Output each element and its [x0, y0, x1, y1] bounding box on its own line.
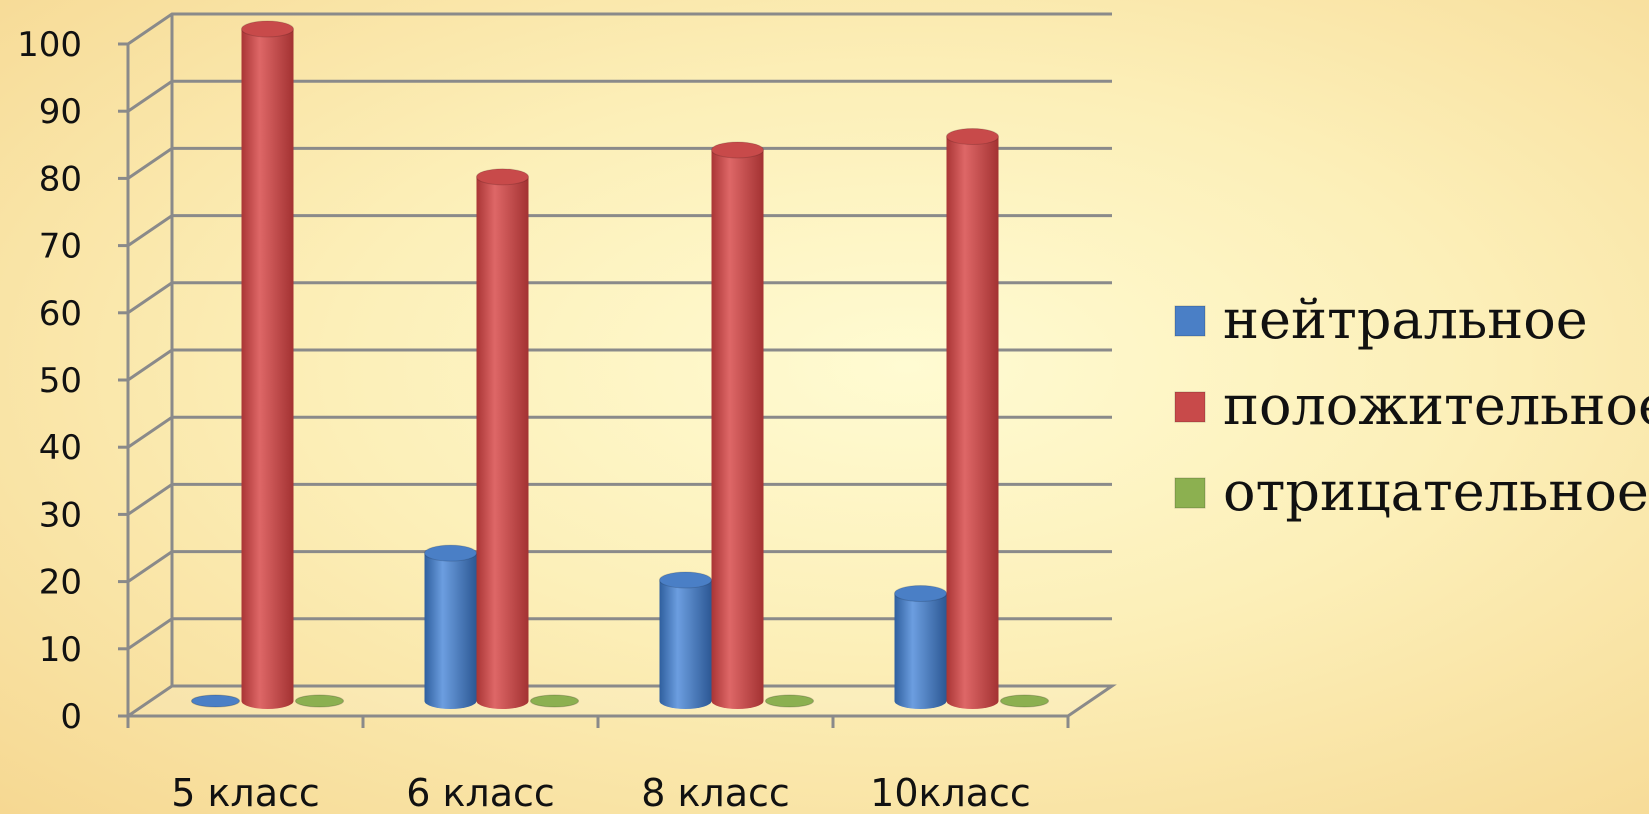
bar-body [659, 580, 712, 709]
bar [894, 584, 947, 709]
bar-top [894, 584, 947, 602]
bar [946, 128, 999, 709]
x-category-label: 10класс [870, 771, 1031, 814]
y-tick-label: 10 [39, 630, 82, 670]
bar-top [241, 20, 294, 38]
bar-body [894, 593, 947, 709]
bar-body [946, 136, 999, 709]
bar-top [476, 168, 529, 186]
bar [241, 20, 294, 709]
x-category-label: 6 класс [406, 771, 555, 814]
bar-zero-disc [191, 694, 240, 708]
y-tick-label: 100 [17, 25, 82, 65]
bar-top [424, 544, 477, 562]
legend: нейтральное положительное отрицательное [1174, 288, 1649, 523]
y-axis-tick-labels: 0 10 20 30 40 50 60 70 80 90 100 [17, 25, 82, 737]
y-tick-label: 20 [39, 563, 82, 603]
bar-body [424, 553, 477, 709]
bar-body [711, 149, 764, 709]
legend-item: отрицательное [1174, 460, 1649, 523]
bar [659, 571, 712, 709]
bar-top [711, 141, 764, 159]
legend-swatch [1174, 305, 1206, 337]
chart-floor [123, 684, 1117, 718]
bar-body [476, 176, 529, 710]
bar-top [946, 128, 999, 146]
y-tick-label: 30 [39, 495, 82, 535]
bar [1000, 694, 1049, 708]
legend-item: положительное [1174, 374, 1649, 437]
bar-zero-disc [530, 694, 579, 708]
y-tick-label: 0 [60, 697, 82, 737]
y-tick-label: 80 [39, 159, 82, 199]
bar [295, 694, 344, 708]
bar [765, 694, 814, 708]
bar-top [659, 571, 712, 589]
legend-label: нейтральное [1223, 288, 1588, 351]
axes [118, 14, 1117, 728]
bar-body [241, 29, 294, 709]
bar [424, 544, 477, 709]
bar [711, 141, 764, 709]
legend-swatch [1174, 391, 1206, 423]
y-tick-label: 50 [39, 361, 82, 401]
y-tick-label: 70 [39, 227, 82, 267]
legend-label: положительное [1223, 374, 1649, 437]
bar-zero-disc [1000, 694, 1049, 708]
y-tick-label: 90 [39, 92, 82, 132]
bars [191, 20, 1049, 710]
y-tick-label: 60 [39, 294, 82, 334]
y-tick-label: 40 [39, 428, 82, 468]
bar-zero-disc [765, 694, 814, 708]
legend-swatch [1174, 477, 1206, 509]
bar [191, 694, 240, 708]
bar [476, 168, 529, 710]
bar-zero-disc [295, 694, 344, 708]
x-category-label: 5 класс [171, 771, 320, 814]
legend-item: нейтральное [1174, 288, 1588, 351]
x-axis-category-labels: 5 класс 6 класс 8 класс 10класс [171, 771, 1031, 814]
x-category-label: 8 класс [641, 771, 790, 814]
bar [530, 694, 579, 708]
legend-label: отрицательное [1223, 460, 1649, 523]
